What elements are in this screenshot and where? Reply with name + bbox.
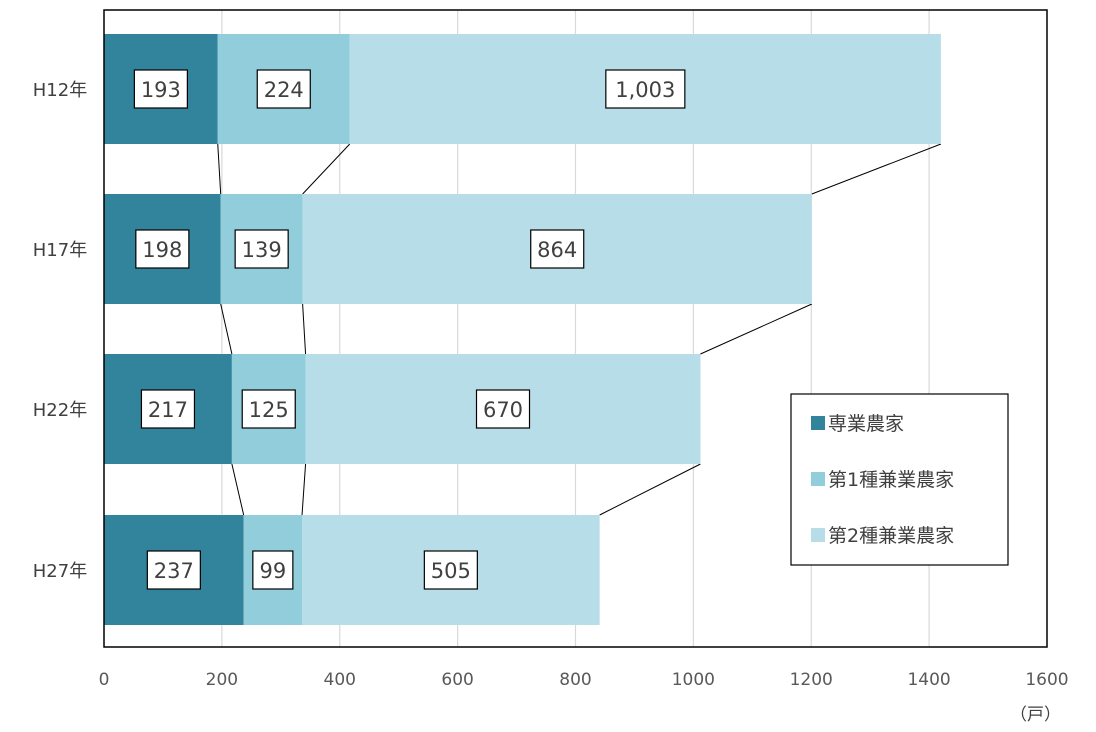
x-tick-label-600: 600 bbox=[441, 670, 473, 690]
data-label-h27-3: 505 bbox=[431, 559, 471, 583]
data-labels: 193 224 1,003 198 139 864 217 125 670 237 99 505 bbox=[133, 69, 686, 590]
x-tick-label-800: 800 bbox=[559, 670, 591, 690]
x-tick-label-1600: 1600 bbox=[1025, 670, 1068, 690]
data-label-box-h12-1 bbox=[133, 69, 188, 109]
legend-label-1: 専業農家 bbox=[828, 413, 904, 435]
data-label-box-h27-2 bbox=[252, 550, 294, 590]
series-line-1-3 bbox=[231, 463, 245, 516]
data-label-box-h17-3 bbox=[530, 229, 585, 269]
x-tick-label-0: 0 bbox=[99, 670, 110, 690]
data-label-box-h27-1 bbox=[146, 550, 201, 590]
data-label-box-h17-1 bbox=[135, 229, 190, 269]
x-tick-label-1400: 1400 bbox=[907, 670, 950, 690]
series-line-3-2 bbox=[700, 303, 813, 355]
data-label-h22-1: 217 bbox=[148, 398, 188, 422]
legend-label-3: 第2種兼業農家 bbox=[828, 525, 954, 547]
data-label-h17-3: 864 bbox=[537, 238, 577, 262]
legend-label-2: 第1種兼業農家 bbox=[828, 469, 954, 491]
data-label-box-h17-2 bbox=[234, 229, 289, 269]
data-label-box-h22-3 bbox=[475, 389, 531, 429]
y-axis-category-labels: H12年 H17年 H22年 H27年 bbox=[33, 80, 87, 582]
category-label-h12: H12年 bbox=[33, 80, 87, 101]
series-line-3-1 bbox=[811, 143, 942, 195]
data-label-h17-1: 198 bbox=[142, 238, 182, 262]
data-label-h22-3: 670 bbox=[483, 398, 523, 422]
x-tick-label-200: 200 bbox=[206, 670, 238, 690]
series-lines bbox=[217, 143, 942, 516]
data-label-h22-2: 125 bbox=[249, 398, 289, 422]
series-line-2-2 bbox=[302, 303, 307, 355]
category-label-h22: H22年 bbox=[33, 400, 87, 421]
x-axis-tick-labels: 0 200 400 600 800 1000 1200 1400 1600 bbox=[99, 670, 1069, 690]
data-label-h12-2: 224 bbox=[264, 78, 304, 102]
series-line-1-2 bbox=[220, 303, 233, 355]
data-label-h27-1: 237 bbox=[154, 559, 194, 583]
data-label-h17-2: 139 bbox=[242, 238, 282, 262]
data-label-box-h12-3 bbox=[605, 69, 686, 109]
data-label-h12-1: 193 bbox=[141, 78, 181, 102]
data-label-box-h27-3 bbox=[423, 550, 478, 590]
x-tick-label-1200: 1200 bbox=[790, 670, 833, 690]
data-label-box-h22-1 bbox=[140, 389, 196, 429]
data-label-h27-2: 99 bbox=[259, 559, 286, 583]
series-line-3-3 bbox=[599, 463, 701, 516]
data-label-box-h12-2 bbox=[256, 69, 311, 109]
series-line-2-1 bbox=[302, 143, 351, 195]
legend-box bbox=[790, 393, 1009, 566]
series-line-1-1 bbox=[217, 143, 222, 195]
x-tick-label-1000: 1000 bbox=[672, 670, 715, 690]
legend-swatch-2 bbox=[811, 472, 825, 486]
category-label-h17: H17年 bbox=[33, 240, 87, 261]
plot-area-border bbox=[103, 9, 1048, 648]
legend-swatch-1 bbox=[811, 416, 825, 430]
series-line-2-3 bbox=[301, 463, 307, 516]
data-label-box-h22-2 bbox=[241, 389, 296, 429]
category-label-h27: H27年 bbox=[33, 561, 87, 582]
legend-swatch-3 bbox=[811, 528, 825, 542]
x-tick-label-400: 400 bbox=[324, 670, 356, 690]
unit-label: （戸） bbox=[1010, 705, 1061, 725]
data-label-h12-3: 1,003 bbox=[615, 78, 675, 102]
